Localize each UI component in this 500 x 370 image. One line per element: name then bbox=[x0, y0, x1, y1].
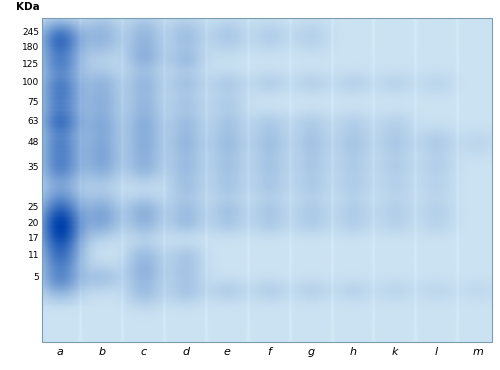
Bar bbox=[42, 18, 492, 342]
Text: 125: 125 bbox=[22, 60, 39, 68]
Text: 100: 100 bbox=[22, 78, 39, 87]
Text: 5: 5 bbox=[33, 273, 39, 282]
Text: e: e bbox=[224, 347, 231, 357]
Text: 63: 63 bbox=[28, 117, 39, 126]
Text: l: l bbox=[435, 347, 438, 357]
Text: f: f bbox=[268, 347, 271, 357]
Text: 180: 180 bbox=[22, 43, 39, 52]
Text: 11: 11 bbox=[28, 250, 39, 260]
Text: d: d bbox=[182, 347, 189, 357]
Text: KDa: KDa bbox=[16, 2, 40, 12]
Text: 75: 75 bbox=[28, 98, 39, 107]
Text: h: h bbox=[350, 347, 356, 357]
Text: k: k bbox=[392, 347, 398, 357]
Text: 35: 35 bbox=[28, 162, 39, 172]
Text: g: g bbox=[308, 347, 314, 357]
Text: a: a bbox=[56, 347, 64, 357]
Text: c: c bbox=[140, 347, 147, 357]
Text: 17: 17 bbox=[28, 235, 39, 243]
Text: m: m bbox=[473, 347, 484, 357]
Text: 245: 245 bbox=[22, 28, 39, 37]
Text: 25: 25 bbox=[28, 203, 39, 212]
Text: b: b bbox=[98, 347, 105, 357]
Text: 20: 20 bbox=[28, 219, 39, 228]
Text: 48: 48 bbox=[28, 138, 39, 147]
